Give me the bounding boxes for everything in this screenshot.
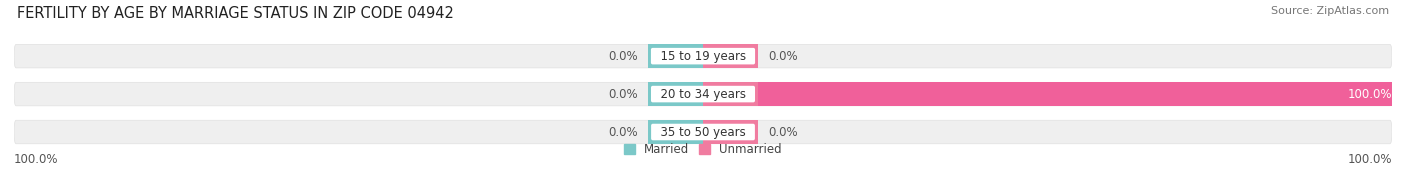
Bar: [703, 120, 758, 144]
Bar: [648, 44, 703, 68]
FancyBboxPatch shape: [14, 120, 1392, 144]
Text: 0.0%: 0.0%: [607, 88, 637, 101]
Text: FERTILITY BY AGE BY MARRIAGE STATUS IN ZIP CODE 04942: FERTILITY BY AGE BY MARRIAGE STATUS IN Z…: [17, 6, 454, 21]
Text: 35 to 50 years: 35 to 50 years: [652, 125, 754, 139]
FancyBboxPatch shape: [14, 82, 1392, 106]
Text: 0.0%: 0.0%: [607, 50, 637, 63]
Text: 100.0%: 100.0%: [1347, 153, 1392, 166]
Bar: [703, 82, 758, 106]
Bar: [703, 82, 1392, 106]
Text: 0.0%: 0.0%: [769, 125, 799, 139]
Bar: [703, 44, 758, 68]
Text: 20 to 34 years: 20 to 34 years: [652, 88, 754, 101]
Text: Source: ZipAtlas.com: Source: ZipAtlas.com: [1271, 6, 1389, 16]
Bar: [648, 120, 703, 144]
FancyBboxPatch shape: [14, 44, 1392, 68]
Text: 0.0%: 0.0%: [769, 50, 799, 63]
Bar: [648, 82, 703, 106]
Legend: Married, Unmarried: Married, Unmarried: [624, 143, 782, 156]
Text: 15 to 19 years: 15 to 19 years: [652, 50, 754, 63]
Text: 0.0%: 0.0%: [607, 125, 637, 139]
Text: 100.0%: 100.0%: [14, 153, 59, 166]
Text: 100.0%: 100.0%: [1347, 88, 1392, 101]
